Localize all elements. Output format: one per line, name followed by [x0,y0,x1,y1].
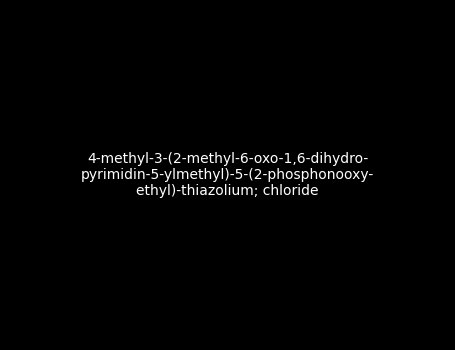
Text: 4-methyl-3-(2-methyl-6-oxo-1,6-dihydro-
pyrimidin-5-ylmethyl)-5-(2-phosphonooxy-: 4-methyl-3-(2-methyl-6-oxo-1,6-dihydro- … [81,152,374,198]
